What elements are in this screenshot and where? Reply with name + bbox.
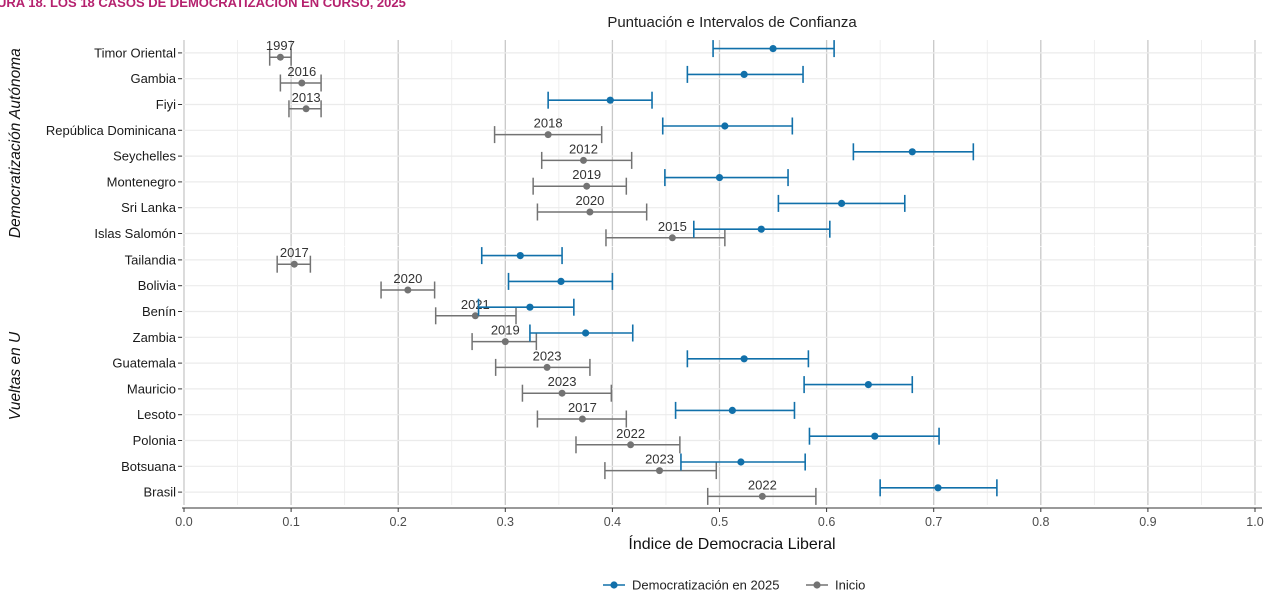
- country-label: Mauricio: [127, 381, 176, 396]
- legend-label: Inicio: [835, 578, 865, 591]
- panel-background: [182, 40, 1262, 247]
- plot-title: Puntuación e Intervalos de Confianza: [607, 14, 857, 31]
- start-year-label: 2020: [393, 271, 422, 286]
- x-tick-label: 0.0: [175, 515, 192, 529]
- group-label: Vueltas en U: [7, 331, 24, 420]
- start-year-label: 2019: [491, 323, 520, 338]
- current-point: [871, 432, 879, 440]
- start-year-label: 2023: [645, 452, 674, 467]
- start-year-label: 2023: [548, 374, 577, 389]
- figure-title: URA 18. LOS 18 CASOS DE DEMOCRATIZACIÓN …: [0, 0, 406, 10]
- country-label: Gambia: [130, 71, 176, 86]
- current-point: [728, 406, 736, 414]
- country-label: Seychelles: [113, 149, 176, 164]
- country-label: Tailandia: [125, 252, 177, 267]
- current-point: [526, 303, 534, 311]
- x-axis-title: Índice de Democracia Liberal: [628, 534, 835, 553]
- x-tick-label: 0.2: [390, 515, 407, 529]
- start-point: [543, 363, 551, 371]
- x-tick-label: 0.1: [282, 515, 299, 529]
- start-year-label: 2012: [569, 141, 598, 156]
- start-point: [298, 79, 306, 87]
- country-label: Lesoto: [137, 407, 176, 422]
- start-year-label: 2018: [534, 116, 563, 131]
- start-year-label: 2022: [616, 426, 645, 441]
- start-year-label: 2020: [575, 193, 604, 208]
- current-point: [757, 225, 765, 233]
- x-tick-label: 0.4: [604, 515, 621, 529]
- start-point: [558, 389, 566, 397]
- start-point: [501, 338, 509, 346]
- x-tick-label: 1.0: [1246, 515, 1263, 529]
- country-label: Islas Salomón: [94, 226, 176, 241]
- start-point: [586, 208, 594, 216]
- x-tick-label: 0.8: [1032, 515, 1049, 529]
- country-label: Montenegro: [107, 174, 176, 189]
- legend: Democratización en 2025 Inicio: [603, 578, 865, 591]
- country-label: Zambia: [133, 330, 177, 345]
- current-point: [721, 122, 729, 130]
- start-year-label: 2013: [292, 90, 321, 105]
- start-point: [578, 415, 586, 423]
- start-year-label: 2023: [533, 348, 562, 363]
- start-year-label: 2017: [280, 245, 309, 260]
- current-point: [837, 199, 846, 207]
- start-point: [758, 492, 766, 500]
- start-year-label: 2017: [568, 400, 597, 415]
- current-point: [769, 45, 777, 53]
- current-point: [557, 277, 565, 285]
- start-point: [544, 131, 552, 139]
- current-point: [582, 329, 590, 337]
- start-point: [404, 286, 412, 294]
- current-point: [516, 252, 524, 260]
- country-label: República Dominicana: [46, 123, 177, 138]
- current-point: [606, 96, 614, 104]
- start-point: [656, 467, 664, 475]
- country-label: Brasil: [143, 485, 176, 500]
- current-point: [715, 174, 724, 182]
- start-year-label: 1997: [266, 38, 295, 53]
- start-point: [290, 260, 298, 268]
- start-point: [302, 105, 310, 113]
- start-point: [276, 53, 284, 61]
- current-point: [740, 355, 748, 363]
- start-year-label: 2019: [572, 167, 601, 182]
- x-tick-label: 0.5: [711, 515, 728, 529]
- start-point: [668, 234, 676, 242]
- country-label: Timor Oriental: [94, 45, 176, 60]
- x-tick-label: 0.6: [818, 515, 835, 529]
- start-year-label: 2021: [461, 297, 490, 312]
- country-label: Fiyi: [156, 97, 176, 112]
- country-label: Bolivia: [138, 278, 177, 293]
- x-tick-label: 0.9: [1139, 515, 1156, 529]
- country-label: Polonia: [133, 433, 177, 448]
- chart-marks: Timor Oriental 1997 Gambia 2016 Fiyi 2013 Repú…: [46, 38, 998, 505]
- current-point: [737, 458, 745, 466]
- start-point: [579, 156, 587, 164]
- country-label: Benín: [142, 304, 176, 319]
- legend-label: Democratización en 2025: [632, 578, 779, 591]
- country-label: Guatemala: [112, 356, 176, 371]
- x-tick-label: 0.7: [925, 515, 942, 529]
- start-year-label: 2015: [658, 219, 687, 234]
- current-point: [740, 70, 748, 78]
- start-point: [583, 182, 591, 190]
- current-point: [864, 381, 872, 389]
- x-axis: 0.0 0.1 0.2 0.3 0.4 0.5 0.6 0.7 0.8 0.9 1.0: [175, 507, 1264, 529]
- country-label: Botsuana: [121, 459, 177, 474]
- group-label: Democratización Autónoma: [7, 48, 24, 238]
- start-point: [627, 441, 635, 449]
- legend-key-point: [610, 581, 618, 589]
- legend-key-point: [813, 581, 821, 589]
- start-year-label: 2016: [287, 64, 316, 79]
- start-year-label: 2022: [748, 477, 777, 492]
- x-tick-label: 0.3: [497, 515, 514, 529]
- country-label: Sri Lanka: [121, 200, 177, 215]
- current-point: [908, 148, 916, 156]
- start-point: [471, 312, 479, 320]
- current-point: [934, 484, 942, 492]
